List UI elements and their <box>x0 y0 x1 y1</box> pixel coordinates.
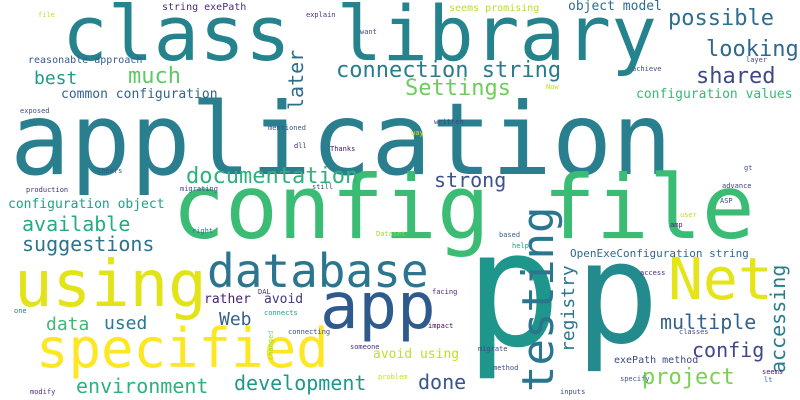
word-best: best <box>34 68 78 89</box>
word-advance: advance <box>722 182 752 190</box>
word-dll: dll <box>294 142 307 150</box>
word-object-model: object model <box>568 0 662 14</box>
word-method: method <box>493 364 519 372</box>
word-suggestions: suggestions <box>22 232 155 256</box>
word-amp: amp <box>670 221 683 229</box>
word-web: Web <box>219 309 252 330</box>
word-facing: facing <box>432 288 458 296</box>
word-shared: shared <box>696 64 776 89</box>
word-way: way <box>411 129 424 137</box>
word-possible: possible <box>668 6 774 31</box>
word-environment: environment <box>76 374 209 398</box>
word-dal: DAL <box>258 288 271 296</box>
word-multiple: multiple <box>660 310 757 334</box>
word-right: right <box>192 227 214 235</box>
word-based: based <box>499 231 521 239</box>
word-settings: Settings <box>405 76 511 101</box>
word-testing: testing <box>513 206 564 392</box>
word-access: access <box>640 269 666 277</box>
word-project: project <box>642 365 735 390</box>
word-explain: explain <box>306 11 336 19</box>
word-exposed: exposed <box>20 107 50 115</box>
word-class-library: class library <box>62 0 657 78</box>
word-done: done <box>418 370 467 394</box>
word-modify: modify <box>30 388 56 396</box>
word-avoid: avoid <box>264 292 304 307</box>
word-registry: registry <box>558 265 579 352</box>
word-classes: classes <box>679 328 709 336</box>
word-development: development <box>234 371 367 395</box>
word-documentation: documentation <box>186 164 359 189</box>
word-openexeconfiguration-string: OpenExeConfiguration string <box>570 247 749 260</box>
word-using: using <box>14 248 207 322</box>
word-connecting: connecting <box>288 328 331 336</box>
word-seems-promising: seems promising <box>449 3 540 14</box>
word-p-medium: p <box>575 213 660 376</box>
word-database: database <box>207 244 429 298</box>
word-avoid-using: avoid using <box>373 347 460 362</box>
word-achieve: achieve <box>632 65 662 73</box>
word-written: written <box>434 118 464 126</box>
word-strong: strong <box>434 168 507 192</box>
word-connects: connects <box>264 309 298 317</box>
word-rather: rather <box>204 292 251 307</box>
word-configuration-object: configuration object <box>8 197 165 212</box>
word-dataset: Dataset <box>376 230 406 238</box>
word-impact: impact <box>428 322 454 330</box>
word-available: available <box>22 212 131 236</box>
word-later: later <box>284 49 308 110</box>
word-migrating: migrating <box>180 185 218 193</box>
word-used: used <box>104 313 148 334</box>
word-string-exepath: string exePath <box>162 2 247 13</box>
word-mentioned: mentioned <box>268 124 306 132</box>
word-inputs: inputs <box>560 388 586 396</box>
word-specified: specified <box>36 317 329 380</box>
word-accessing: accessing <box>766 264 790 373</box>
word-configuration-values: configuration values <box>636 87 793 102</box>
word-one: one <box>14 307 27 315</box>
word-config-file: config file <box>172 156 755 259</box>
word-someone: someone <box>350 343 380 351</box>
word-cheers: Cheers <box>97 167 123 175</box>
word-app: app <box>320 270 436 344</box>
word-production: production <box>26 186 69 194</box>
word-data: data <box>46 314 90 335</box>
word-problem: problem <box>378 373 408 381</box>
word-migrate: migrate <box>478 345 508 353</box>
word-file: file <box>38 11 55 19</box>
word-config: config <box>692 338 765 362</box>
word-application: application <box>10 81 673 198</box>
word-much: much <box>128 64 181 89</box>
word-thanks: Thanks <box>330 145 356 153</box>
word-net: Net <box>668 245 773 313</box>
word-now: Now <box>546 83 559 91</box>
word-lt: lt <box>764 376 773 384</box>
word-connection-string: connection string <box>336 58 562 83</box>
word-p-large: p <box>465 196 562 383</box>
word-user: user <box>680 211 697 219</box>
word-want: want <box>360 28 377 36</box>
word-common-configuration: common configuration <box>61 87 218 102</box>
word-exepath-method: exePath method <box>614 355 699 366</box>
word-gt: gt <box>744 164 753 172</box>
word-asp: ASP <box>720 197 733 205</box>
word-seems: seems <box>762 368 784 376</box>
word-reasonable-approach: reasonable approach <box>28 55 143 66</box>
word-specify: specify <box>620 375 650 383</box>
word-help: help <box>512 242 529 250</box>
word-still: still <box>312 183 334 191</box>
word-looking: looking <box>706 37 799 62</box>
word-changed: changed <box>267 330 275 360</box>
word-layer: layer <box>746 56 768 64</box>
